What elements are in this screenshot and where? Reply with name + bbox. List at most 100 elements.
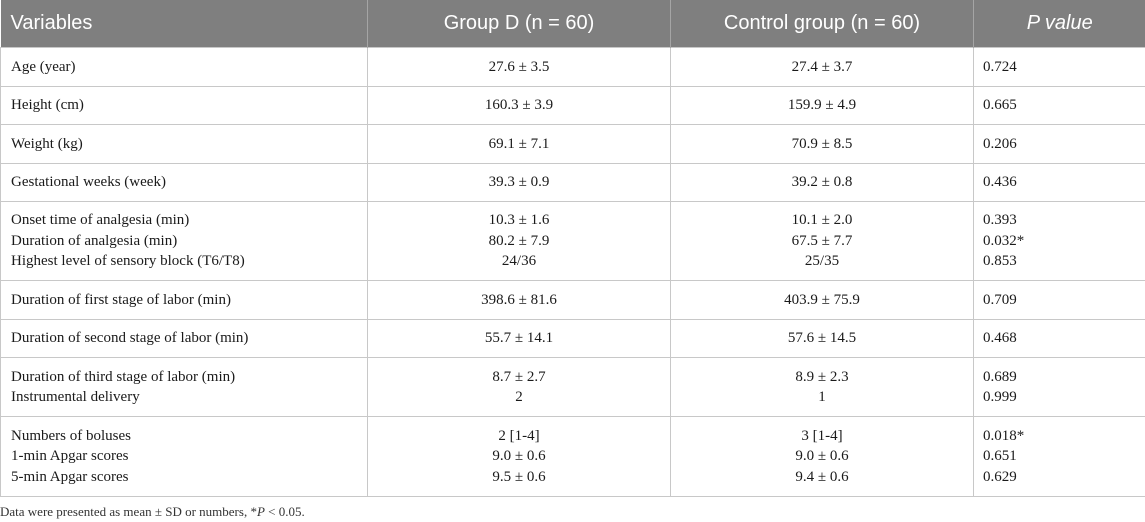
table-row: Onset time of analgesia (min) Duration o… bbox=[0, 201, 1145, 281]
control-value: 9.0 ± 0.6 bbox=[795, 448, 849, 465]
table-row: Duration of second stage of labor (min) … bbox=[0, 318, 1145, 358]
variable-label: Duration of first stage of labor (min) bbox=[11, 291, 231, 308]
control-value: 70.9 ± 8.5 bbox=[791, 135, 853, 152]
group-d-value: 9.5 ± 0.6 bbox=[492, 468, 546, 485]
footnote-prefix: Data were presented as mean ± SD or numb… bbox=[0, 504, 257, 519]
group-d-cell: 8.7 ± 2.7 2 bbox=[367, 357, 671, 417]
p-value: 0.689 bbox=[983, 368, 1017, 385]
p-value-cell: 0.665 bbox=[973, 85, 1145, 125]
control-value: 3 [1-4] bbox=[801, 427, 843, 444]
table-body: Age (year) 27.6 ± 3.5 27.4 ± 3.7 0.724 H… bbox=[0, 47, 1145, 497]
group-d-value: 27.6 ± 3.5 bbox=[488, 58, 550, 75]
variable-label: Numbers of boluses bbox=[11, 427, 131, 444]
group-d-cell: 55.7 ± 14.1 bbox=[367, 318, 671, 358]
p-value: 0.032* bbox=[983, 232, 1025, 249]
variable-label: Duration of analgesia (min) bbox=[11, 232, 178, 249]
p-value: 0.393 bbox=[983, 212, 1017, 229]
p-value: 0.665 bbox=[983, 97, 1017, 113]
p-value: 0.629 bbox=[983, 468, 1017, 485]
variable-label: Instrumental delivery bbox=[11, 389, 140, 405]
group-d-value: 24/36 bbox=[501, 253, 537, 270]
header-control-group: Control group (n = 60) bbox=[670, 0, 974, 48]
group-d-value: 2 [1-4] bbox=[498, 427, 540, 444]
variables-cell: Duration of second stage of labor (min) bbox=[0, 318, 368, 358]
p-value-cell: 0.468 bbox=[973, 318, 1145, 358]
table-row: Duration of first stage of labor (min) 3… bbox=[0, 280, 1145, 320]
group-d-cell: 160.3 ± 3.9 bbox=[367, 85, 671, 125]
variable-label: 5-min Apgar scores bbox=[11, 468, 129, 485]
control-cell: 3 [1-4] 9.0 ± 0.6 9.4 ± 0.6 bbox=[670, 416, 974, 497]
p-value: 0.018* bbox=[983, 427, 1025, 444]
variable-label: Height (cm) bbox=[11, 97, 84, 113]
p-value-cell: 0.018* 0.651 0.629 bbox=[973, 416, 1145, 497]
group-d-value: 80.2 ± 7.9 bbox=[488, 232, 550, 249]
control-cell: 159.9 ± 4.9 bbox=[670, 85, 974, 125]
variable-label: Highest level of sensory block (T6/T8) bbox=[11, 253, 245, 270]
variable-label: Duration of third stage of labor (min) bbox=[11, 368, 236, 385]
variables-cell: Duration of first stage of labor (min) bbox=[0, 280, 368, 320]
p-value: 0.709 bbox=[983, 291, 1017, 308]
footnote-suffix: < 0.05. bbox=[264, 504, 305, 519]
group-d-cell: 10.3 ± 1.6 80.2 ± 7.9 24/36 bbox=[367, 201, 671, 281]
group-d-cell: 69.1 ± 7.1 bbox=[367, 124, 671, 164]
variables-cell: Duration of third stage of labor (min) I… bbox=[0, 357, 368, 417]
table-row: Duration of third stage of labor (min) I… bbox=[0, 357, 1145, 417]
table-row: Age (year) 27.6 ± 3.5 27.4 ± 3.7 0.724 bbox=[0, 47, 1145, 87]
control-cell: 70.9 ± 8.5 bbox=[670, 124, 974, 164]
header-p-value: P value bbox=[973, 0, 1145, 48]
variables-cell: Onset time of analgesia (min) Duration o… bbox=[0, 201, 368, 281]
group-d-cell: 39.3 ± 0.9 bbox=[367, 162, 671, 202]
variable-label: Age (year) bbox=[11, 58, 76, 75]
variables-cell: Height (cm) bbox=[0, 85, 368, 125]
table-header: Variables Group D (n = 60) Control group… bbox=[0, 0, 1145, 48]
p-value-cell: 0.206 bbox=[973, 124, 1145, 164]
p-value: 0.436 bbox=[983, 174, 1017, 190]
variables-cell: Gestational weeks (week) bbox=[0, 162, 368, 202]
p-value: 0.468 bbox=[983, 330, 1017, 346]
control-value: 159.9 ± 4.9 bbox=[787, 97, 857, 113]
p-value: 0.999 bbox=[983, 389, 1017, 405]
group-d-value: 39.3 ± 0.9 bbox=[488, 174, 550, 190]
header-group-d: Group D (n = 60) bbox=[367, 0, 671, 48]
p-value: 0.724 bbox=[983, 58, 1017, 75]
control-value: 67.5 ± 7.7 bbox=[791, 232, 853, 249]
variable-label: Duration of second stage of labor (min) bbox=[11, 330, 249, 346]
table-row: Numbers of boluses 1-min Apgar scores 5-… bbox=[0, 416, 1145, 497]
p-value-cell: 0.689 0.999 bbox=[973, 357, 1145, 417]
variables-cell: Numbers of boluses 1-min Apgar scores 5-… bbox=[0, 416, 368, 497]
control-value: 403.9 ± 75.9 bbox=[784, 291, 860, 308]
table-row: Height (cm) 160.3 ± 3.9 159.9 ± 4.9 0.66… bbox=[0, 85, 1145, 125]
p-value-cell: 0.709 bbox=[973, 280, 1145, 320]
table-row: Gestational weeks (week) 39.3 ± 0.9 39.2… bbox=[0, 162, 1145, 202]
variable-label: 1-min Apgar scores bbox=[11, 448, 129, 465]
group-d-value: 10.3 ± 1.6 bbox=[488, 212, 550, 229]
table-footnote: Data were presented as mean ± SD or numb… bbox=[0, 504, 305, 520]
variable-label: Gestational weeks (week) bbox=[11, 174, 166, 190]
header-variables: Variables bbox=[0, 0, 368, 48]
control-cell: 403.9 ± 75.9 bbox=[670, 280, 974, 320]
control-value: 1 bbox=[818, 389, 826, 405]
table-row: Weight (kg) 69.1 ± 7.1 70.9 ± 8.5 0.206 bbox=[0, 124, 1145, 164]
variables-cell: Age (year) bbox=[0, 47, 368, 87]
results-table: Variables Group D (n = 60) Control group… bbox=[0, 0, 1145, 497]
p-value: 0.206 bbox=[983, 135, 1017, 152]
control-value: 39.2 ± 0.8 bbox=[791, 174, 853, 190]
group-d-value: 398.6 ± 81.6 bbox=[481, 291, 557, 308]
p-value: 0.853 bbox=[983, 253, 1017, 270]
control-cell: 10.1 ± 2.0 67.5 ± 7.7 25/35 bbox=[670, 201, 974, 281]
control-cell: 27.4 ± 3.7 bbox=[670, 47, 974, 87]
control-value: 27.4 ± 3.7 bbox=[791, 58, 853, 75]
group-d-value: 160.3 ± 3.9 bbox=[484, 97, 554, 113]
header-row: Variables Group D (n = 60) Control group… bbox=[0, 0, 1145, 48]
p-value-cell: 0.724 bbox=[973, 47, 1145, 87]
p-value-cell: 0.436 bbox=[973, 162, 1145, 202]
p-value: 0.651 bbox=[983, 448, 1017, 465]
variable-label: Onset time of analgesia (min) bbox=[11, 212, 190, 229]
footnote-p-symbol: P bbox=[256, 504, 265, 519]
group-d-value: 55.7 ± 14.1 bbox=[484, 330, 554, 346]
group-d-value: 9.0 ± 0.6 bbox=[492, 448, 546, 465]
control-value: 57.6 ± 14.5 bbox=[787, 330, 857, 346]
group-d-value: 69.1 ± 7.1 bbox=[488, 135, 550, 152]
control-cell: 39.2 ± 0.8 bbox=[670, 162, 974, 202]
control-value: 10.1 ± 2.0 bbox=[791, 212, 853, 229]
